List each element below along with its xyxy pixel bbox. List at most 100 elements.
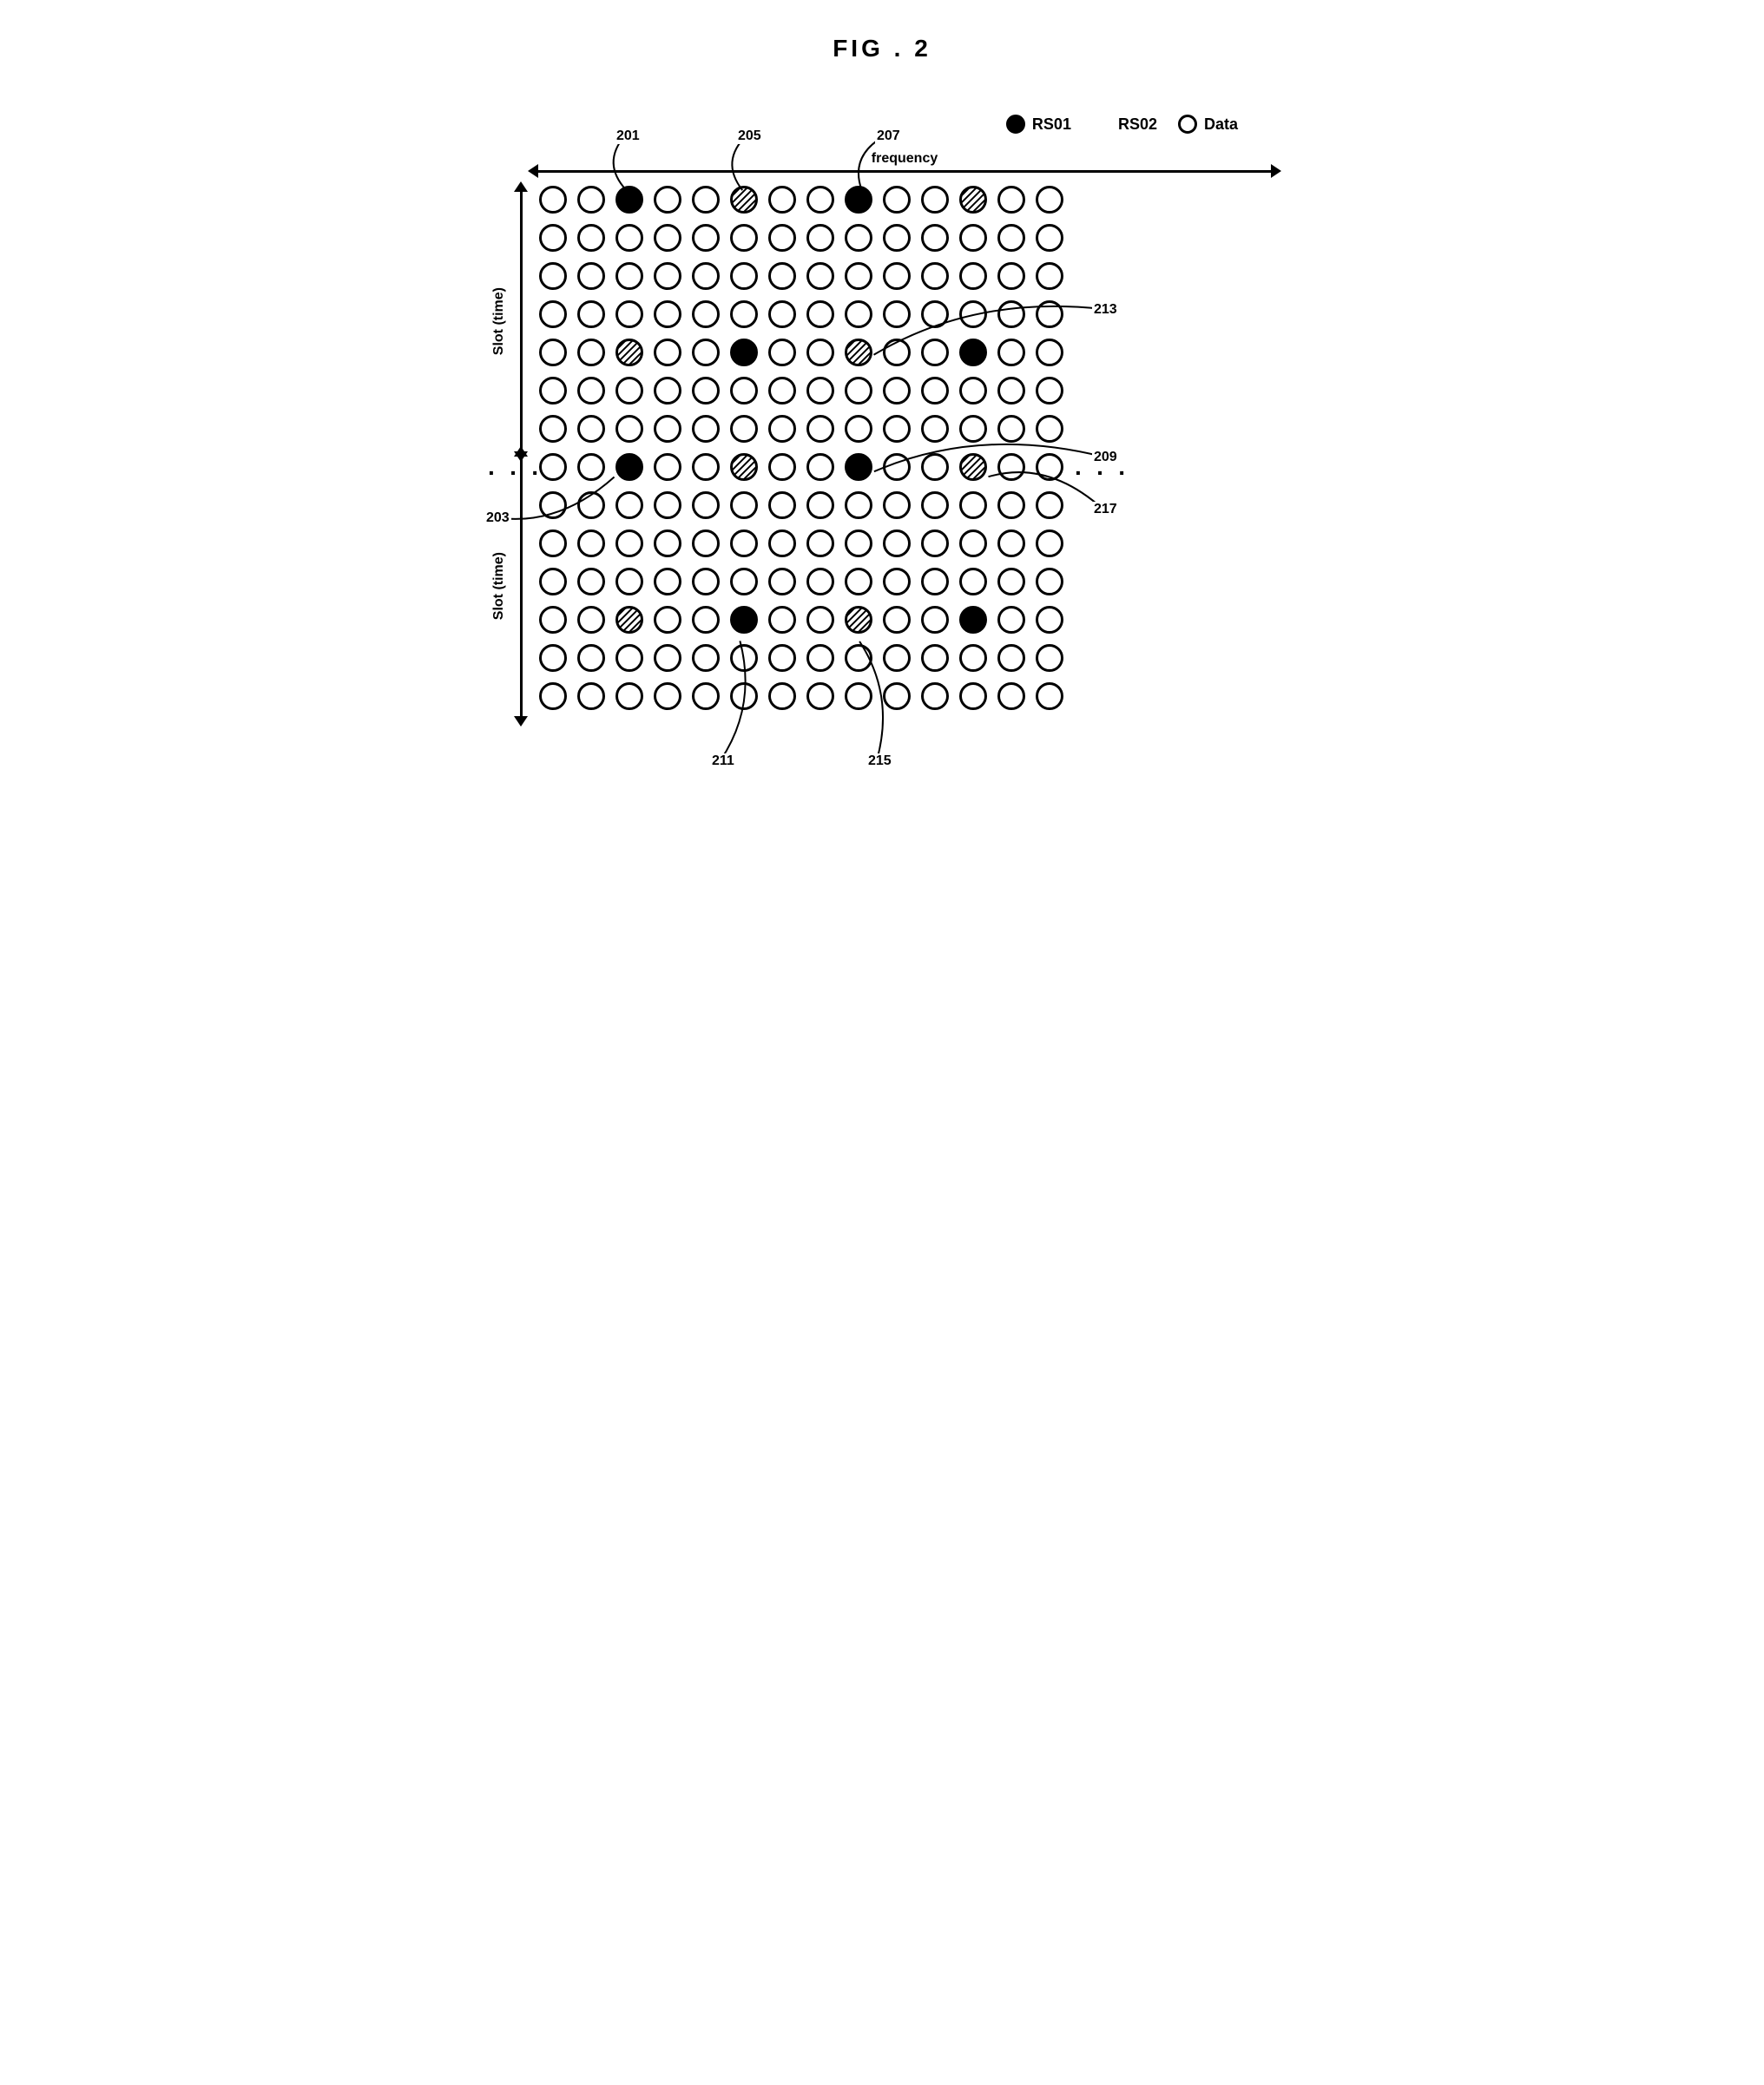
- callout-label: 205: [736, 128, 763, 144]
- data-symbol: [845, 491, 872, 519]
- x-axis-label: frequency: [872, 151, 938, 167]
- grid-cell: [536, 527, 569, 560]
- data-symbol: [921, 606, 949, 634]
- grid-cell: [918, 183, 951, 216]
- data-symbol: [1036, 606, 1063, 634]
- data-symbol: [692, 377, 720, 405]
- data-symbol: [921, 568, 949, 595]
- data-symbol: [654, 262, 681, 290]
- data-symbol: [692, 491, 720, 519]
- grid-cell: [727, 603, 760, 636]
- data-symbol: [692, 529, 720, 557]
- grid-cell: [880, 374, 913, 407]
- data-symbol: [577, 186, 605, 214]
- grid-cell: [1033, 489, 1066, 522]
- grid-cell: [689, 641, 722, 674]
- data-symbol: [730, 568, 758, 595]
- data-symbol: [997, 224, 1025, 252]
- callout-label: 213: [1092, 302, 1119, 318]
- data-symbol: [730, 491, 758, 519]
- legend-label: Data: [1204, 115, 1238, 134]
- grid-cell: [651, 489, 684, 522]
- data-symbol: [959, 415, 987, 443]
- grid-cell: [880, 641, 913, 674]
- data-symbol: [997, 491, 1025, 519]
- data-symbol: [997, 453, 1025, 481]
- data-symbol: [1036, 377, 1063, 405]
- data-symbol: [692, 186, 720, 214]
- grid-cell: [766, 451, 799, 483]
- data-symbol: [806, 453, 834, 481]
- grid-cell: [957, 451, 990, 483]
- grid-cell: [995, 565, 1028, 598]
- data-symbol: [654, 606, 681, 634]
- data-symbol: [768, 377, 796, 405]
- data-symbol: [730, 682, 758, 710]
- grid-cell: [804, 565, 837, 598]
- grid-cell: [766, 489, 799, 522]
- grid-cell: [804, 374, 837, 407]
- grid-cell: [766, 641, 799, 674]
- grid-cell: [918, 641, 951, 674]
- grid-cell: [957, 298, 990, 331]
- data-symbol: [883, 606, 911, 634]
- grid-cell: [689, 489, 722, 522]
- grid-cell: [957, 260, 990, 293]
- data-symbol: [959, 491, 987, 519]
- grid-cell: [575, 260, 608, 293]
- grid-cell: [689, 260, 722, 293]
- rs01-symbol: [845, 186, 872, 214]
- y-axis-label: Slot (time): [491, 287, 507, 355]
- data-symbol: [921, 644, 949, 672]
- grid-cell: [727, 260, 760, 293]
- data-symbol: [997, 300, 1025, 328]
- grid-cell: [613, 527, 646, 560]
- data-symbol: [806, 682, 834, 710]
- data-symbol: [883, 529, 911, 557]
- data-symbol: [615, 568, 643, 595]
- grid-cell: [766, 565, 799, 598]
- data-symbol: [577, 529, 605, 557]
- data-symbol: [539, 529, 567, 557]
- data-symbol: [577, 491, 605, 519]
- grid-cell: [842, 451, 875, 483]
- y-axis-label: Slot (time): [491, 552, 507, 620]
- grid-cell: [727, 412, 760, 445]
- grid-cell: [995, 603, 1028, 636]
- data-symbol: [921, 453, 949, 481]
- grid-cell: [536, 298, 569, 331]
- data-symbol: [806, 415, 834, 443]
- data-symbol: [845, 377, 872, 405]
- grid-cell: [536, 336, 569, 369]
- data-symbol: [1036, 186, 1063, 214]
- grid-cell: [727, 374, 760, 407]
- grid-cell: [575, 565, 608, 598]
- data-symbol: [845, 224, 872, 252]
- legend-swatch: [1006, 115, 1025, 134]
- grid-cell: [842, 298, 875, 331]
- data-symbol: [883, 300, 911, 328]
- data-symbol: [692, 339, 720, 366]
- grid-cell: [995, 451, 1028, 483]
- data-symbol: [615, 377, 643, 405]
- data-symbol: [539, 644, 567, 672]
- grid-cell: [689, 412, 722, 445]
- data-symbol: [768, 644, 796, 672]
- grid-cell: [880, 565, 913, 598]
- data-symbol: [959, 568, 987, 595]
- data-symbol: [806, 262, 834, 290]
- grid-cell: [651, 641, 684, 674]
- grid-cell: [727, 641, 760, 674]
- data-symbol: [768, 186, 796, 214]
- grid-cell: [880, 680, 913, 713]
- data-symbol: [997, 415, 1025, 443]
- data-symbol: [845, 262, 872, 290]
- grid-cell: [880, 412, 913, 445]
- data-symbol: [539, 606, 567, 634]
- data-symbol: [615, 682, 643, 710]
- data-symbol: [539, 262, 567, 290]
- grid-cell: [1033, 374, 1066, 407]
- grid-cell: [957, 641, 990, 674]
- grid-wrap: frequency · · ·· · ·20120520721320320921…: [536, 151, 1273, 719]
- data-symbol: [921, 377, 949, 405]
